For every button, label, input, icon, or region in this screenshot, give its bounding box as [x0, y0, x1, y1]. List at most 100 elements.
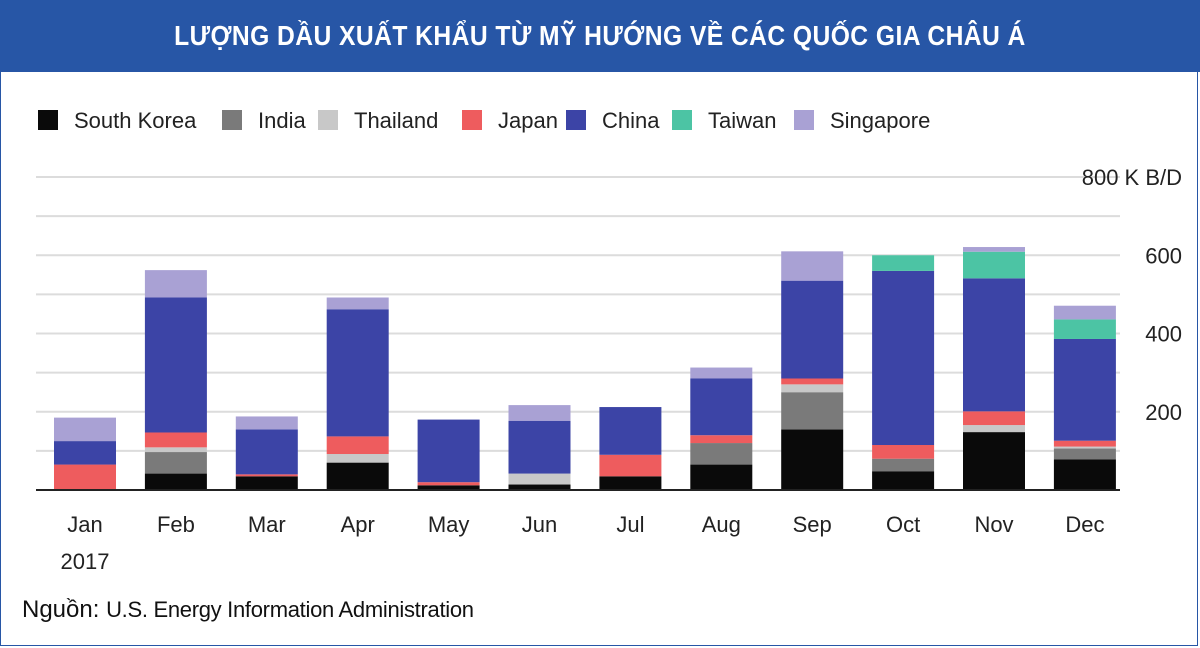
x-tick-label: Apr	[341, 512, 375, 537]
y-tick-label: 800 K B/D	[1082, 165, 1182, 190]
source-text: U.S. Energy Information Administration	[106, 597, 474, 622]
bar-dec-south-korea	[1053, 459, 1116, 490]
legend-label-singapore: Singapore	[830, 108, 930, 133]
bar-jan-china	[54, 441, 116, 465]
bar-nov-taiwan	[963, 251, 1025, 279]
bar-sep-japan	[781, 378, 844, 385]
bar-nov-china	[963, 278, 1025, 412]
bar-feb-india	[144, 452, 207, 474]
bar-aug-south-korea	[690, 464, 753, 490]
bar-mar-japan	[235, 474, 298, 477]
x-tick-label: Feb	[157, 512, 195, 537]
bar-aug-japan	[690, 435, 753, 444]
bar-sep-south-korea	[781, 429, 844, 490]
bar-nov-singapore	[963, 247, 1025, 252]
bar-dec-japan	[1053, 440, 1116, 447]
bar-apr-singapore	[326, 297, 389, 310]
x-tick-label: Aug	[702, 512, 741, 537]
bar-mar-singapore	[235, 416, 298, 430]
x-axis-labels: Jan Feb Mar Apr May Jun Jul Aug Sep Oct Nov Dec 2017	[61, 512, 1105, 574]
x-tick-label: Dec	[1065, 512, 1104, 537]
legend-label-japan: Japan	[498, 108, 558, 133]
x-tick-label: Jun	[522, 512, 557, 537]
legend: South Korea India Thailand Japan China Taiwan…	[38, 108, 930, 133]
bar-feb-singapore	[144, 270, 207, 298]
y-tick-label: 400	[1145, 322, 1182, 347]
bar-jul-japan	[599, 454, 662, 477]
legend-swatch-singapore	[794, 110, 814, 130]
bar-jun-thailand	[508, 473, 571, 485]
chart-frame	[0, 72, 1198, 646]
x-tick-label: Sep	[793, 512, 832, 537]
bar-mar-china	[235, 429, 298, 475]
x-tick-label: Mar	[248, 512, 286, 537]
bar-oct-japan	[872, 445, 935, 459]
x-year-label: 2017	[61, 549, 110, 574]
x-tick-label: Oct	[886, 512, 920, 537]
bar-nov-japan	[963, 411, 1025, 426]
x-tick-label: Jan	[67, 512, 102, 537]
legend-swatch-south-korea	[38, 110, 58, 130]
bar-jul-china	[599, 407, 662, 455]
title-banner: LƯỢNG DẦU XUẤT KHẨU TỪ MỸ HƯỚNG VỀ CÁC Q…	[0, 0, 1200, 72]
bar-jan-japan	[54, 464, 116, 490]
bar-feb-china	[144, 297, 207, 433]
bar-aug-singapore	[690, 367, 753, 379]
bar-apr-south-korea	[326, 462, 389, 490]
y-axis-labels: 200 400 600 800 K B/D	[1082, 165, 1182, 425]
bars	[54, 247, 1116, 490]
y-tick-label: 200	[1145, 400, 1182, 425]
bar-aug-india	[690, 443, 753, 465]
bar-apr-thailand	[326, 454, 389, 463]
gridlines	[36, 176, 1120, 452]
bar-jun-south-korea	[508, 484, 571, 490]
bar-oct-taiwan	[872, 255, 935, 271]
bar-oct-china	[872, 270, 935, 446]
page-title: LƯỢNG DẦU XUẤT KHẨU TỪ MỸ HƯỚNG VỀ CÁC Q…	[174, 20, 1026, 51]
legend-label-china: China	[602, 108, 660, 133]
legend-swatch-china	[566, 110, 586, 130]
legend-label-india: India	[258, 108, 306, 133]
bar-aug-china	[690, 378, 753, 436]
legend-label-taiwan: Taiwan	[708, 108, 776, 133]
x-tick-label: May	[428, 512, 470, 537]
bar-oct-india	[872, 458, 935, 472]
bar-jan-singapore	[54, 417, 116, 442]
bar-sep-singapore	[781, 251, 844, 281]
bar-may-japan	[417, 482, 480, 486]
bar-jun-singapore	[508, 405, 571, 421]
bar-jul-south-korea	[599, 476, 662, 490]
bar-mar-south-korea	[235, 476, 298, 490]
bar-feb-japan	[144, 432, 207, 448]
y-tick-label: 600	[1145, 243, 1182, 268]
bar-apr-china	[326, 309, 389, 437]
bar-oct-south-korea	[872, 471, 935, 490]
legend-label-thailand: Thailand	[354, 108, 438, 133]
source-label: Nguồn:	[22, 596, 100, 623]
legend-swatch-japan	[462, 110, 482, 130]
bar-dec-thailand	[1053, 446, 1116, 449]
bar-apr-japan	[326, 436, 389, 455]
legend-swatch-thailand	[318, 110, 338, 130]
bar-nov-thailand	[963, 425, 1025, 433]
bar-may-china	[417, 419, 480, 483]
bar-jun-china	[508, 420, 571, 474]
bar-dec-taiwan	[1053, 319, 1116, 339]
bar-dec-india	[1053, 448, 1116, 460]
bar-dec-china	[1053, 338, 1116, 441]
bar-may-south-korea	[417, 485, 480, 490]
bar-feb-thailand	[144, 447, 207, 453]
legend-swatch-india	[222, 110, 242, 130]
legend-swatch-taiwan	[672, 110, 692, 130]
bar-sep-china	[781, 280, 844, 379]
legend-label-south-korea: South Korea	[74, 108, 197, 133]
x-tick-label: Nov	[974, 512, 1013, 537]
bar-nov-south-korea	[963, 432, 1025, 490]
bar-feb-south-korea	[144, 473, 207, 490]
bar-sep-india	[781, 392, 844, 430]
source-note: Nguồn: U.S. Energy Information Administr…	[22, 596, 474, 624]
bar-sep-thailand	[781, 384, 844, 393]
x-tick-label: Jul	[616, 512, 644, 537]
stacked-bar-chart: South Korea India Thailand Japan China Taiwan…	[36, 108, 1182, 574]
bar-dec-singapore	[1053, 305, 1116, 320]
